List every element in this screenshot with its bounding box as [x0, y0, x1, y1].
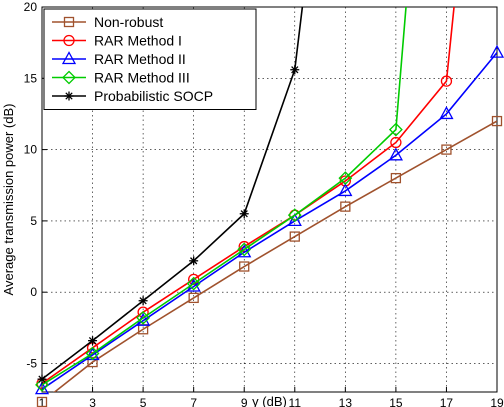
- x-tick-label: 9: [241, 396, 248, 407]
- data-point: [489, 44, 504, 58]
- series-layer: [34, 7, 504, 407]
- data-point: [85, 346, 100, 361]
- y-axis-title: Average transmission power (dB): [1, 104, 16, 296]
- legend: Non-robust RAR Method I RAR Method II RAR M…: [43, 8, 257, 110]
- series-non-robust: [36, 115, 503, 407]
- legend-label: Non-robust: [94, 14, 163, 30]
- data-point: [439, 106, 454, 120]
- legend-item: Probabilistic SOCP: [52, 88, 213, 104]
- x-tick-label: 19: [490, 396, 504, 407]
- data-point: [340, 201, 351, 212]
- legend-label: RAR Method II: [94, 51, 186, 67]
- plot-frame: [41, 6, 498, 393]
- series-rar-method-ii: [34, 44, 504, 395]
- data-point: [287, 208, 302, 223]
- x-tick-label: 3: [89, 396, 96, 407]
- data-point: [289, 231, 300, 242]
- data-point: [290, 65, 300, 75]
- y-tick-label: 20: [24, 0, 38, 14]
- data-point: [189, 256, 199, 266]
- x-axis-title: γ (dB): [252, 394, 287, 407]
- data-point: [440, 75, 453, 87]
- data-point: [237, 242, 252, 257]
- y-tick-label: 0: [30, 285, 37, 299]
- legend-marker: [62, 70, 76, 85]
- series-line: [42, 7, 407, 386]
- legend-label: RAR Method I: [94, 33, 182, 49]
- data-point: [138, 296, 148, 306]
- series-line: [53, 120, 497, 392]
- legend-marker: [63, 34, 75, 47]
- series-rar-method-iii: [35, 7, 407, 392]
- series-line: [42, 7, 455, 385]
- legend-label: RAR Method III: [94, 70, 190, 86]
- x-tick-label: 1: [39, 396, 46, 407]
- x-tick-label: 15: [389, 396, 403, 407]
- legend-marker: [63, 16, 75, 28]
- data-point: [136, 310, 151, 325]
- legend-label: Probabilistic SOCP: [94, 88, 213, 104]
- data-point: [338, 183, 353, 197]
- data-point: [37, 374, 47, 384]
- data-point: [87, 356, 98, 368]
- data-point: [388, 122, 403, 137]
- y-tick-label: 10: [24, 143, 38, 157]
- legend-item: RAR Method I: [52, 33, 182, 49]
- legend-item: RAR Method II: [52, 51, 186, 67]
- data-point: [390, 172, 402, 184]
- data-point: [186, 276, 201, 291]
- y-tick-label: -5: [26, 356, 37, 370]
- x-tick-label: 17: [440, 396, 454, 407]
- data-point: [239, 261, 250, 272]
- data-point: [36, 396, 48, 407]
- data-point: [88, 336, 98, 346]
- legend-item: RAR Method III: [52, 70, 190, 86]
- legend-item: Non-robust: [52, 14, 163, 30]
- legend-marker: [61, 51, 77, 65]
- x-tick-label: 5: [140, 396, 147, 407]
- y-tick-label: 15: [24, 71, 38, 85]
- data-point: [491, 115, 503, 127]
- data-point: [338, 171, 353, 186]
- data-point: [388, 147, 403, 161]
- data-point: [441, 144, 452, 155]
- legend-marker: [64, 91, 74, 101]
- data-point: [239, 209, 249, 219]
- series-line: [42, 52, 497, 390]
- series-probabilistic-socp: [37, 7, 304, 384]
- data-point: [188, 292, 199, 304]
- data-point: [287, 213, 302, 227]
- x-tick-label: 7: [190, 396, 197, 407]
- x-tick-label: 13: [339, 396, 353, 407]
- x-tick-label: 11: [289, 396, 302, 407]
- y-tick-label: 5: [30, 214, 37, 228]
- data-point: [35, 377, 49, 392]
